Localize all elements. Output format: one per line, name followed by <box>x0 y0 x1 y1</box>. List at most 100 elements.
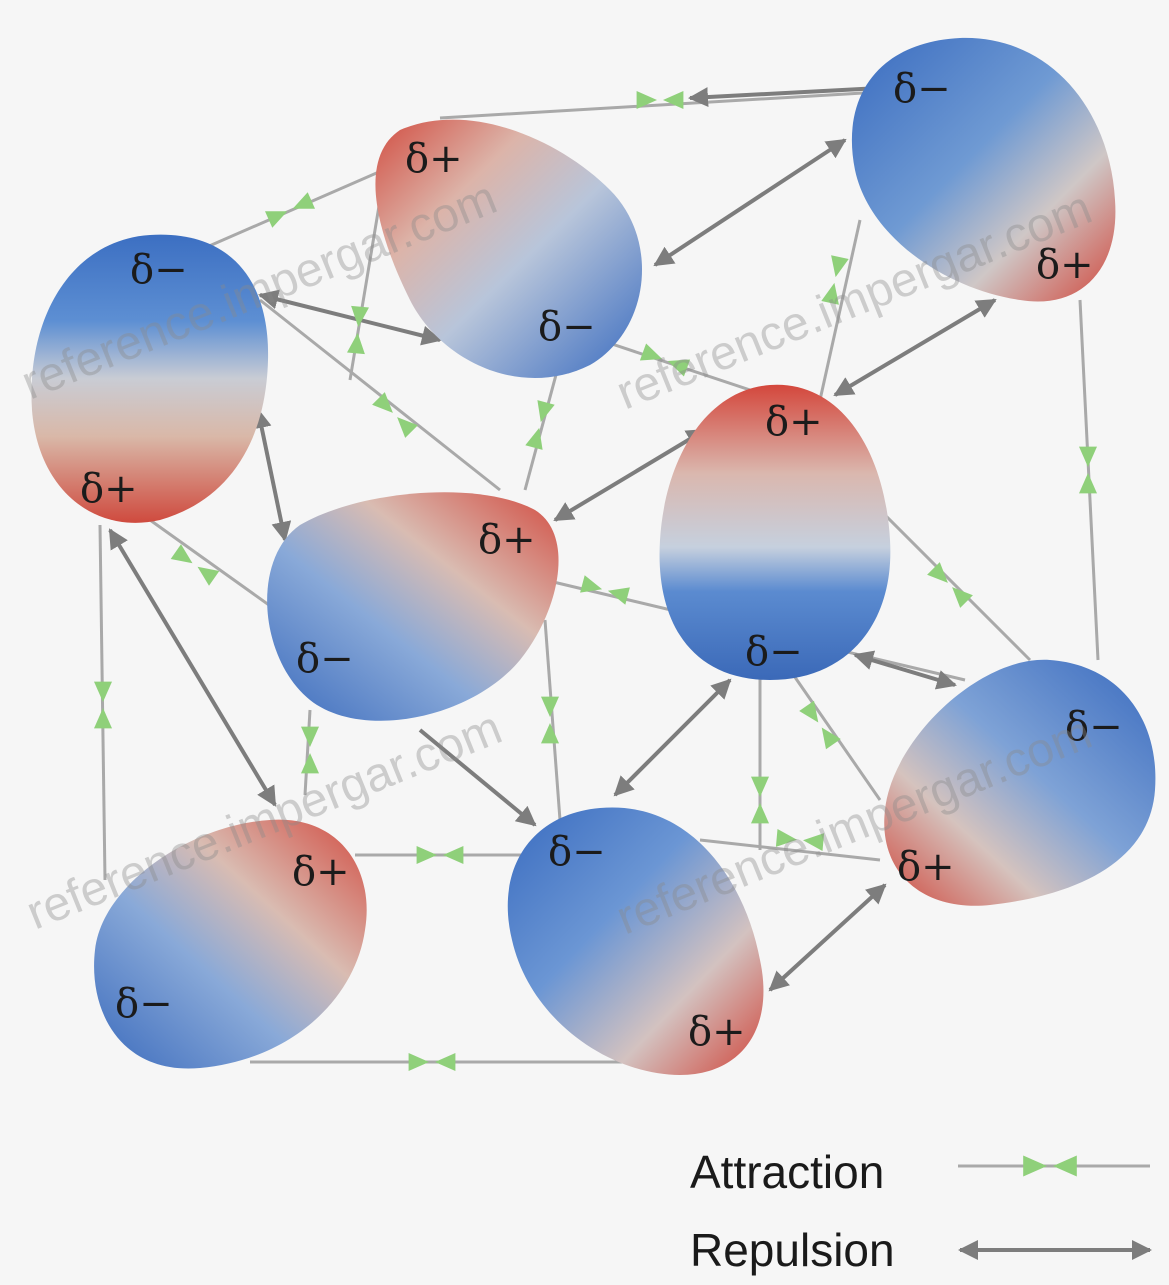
attraction-arrowhead <box>265 211 288 228</box>
molecule-center-right <box>659 384 891 680</box>
attraction-arrowhead <box>541 723 559 744</box>
repulsion-arrow <box>418 728 537 827</box>
attraction-arrow-pair <box>416 846 464 864</box>
attraction-arrowhead <box>831 255 849 278</box>
molecule-top-right <box>851 37 1116 302</box>
legend-repulsion-label: Repulsion <box>690 1224 895 1276</box>
repulsion-arrow <box>853 650 957 690</box>
repulsion-arrow <box>613 678 732 797</box>
molecule-top-center <box>375 119 643 379</box>
delta-plus-label: δ+ <box>478 517 536 563</box>
molecule-bottom-center <box>507 807 764 1075</box>
delta-minus-label: δ− <box>1065 704 1123 750</box>
molecules <box>31 37 1156 1075</box>
attraction-arrow-pair <box>408 1053 456 1071</box>
repulsion-arrow <box>688 86 881 108</box>
attraction-arrow-pair <box>541 696 559 744</box>
molecule-right <box>884 659 1156 906</box>
attraction-arrowhead <box>351 305 369 327</box>
legend-attraction-symbol <box>1023 1155 1077 1177</box>
repulsion-arrow <box>768 883 887 992</box>
attraction-arrow-pair <box>372 392 418 438</box>
delta-minus-label: δ− <box>548 829 606 875</box>
attraction-arrow-pair <box>525 400 555 450</box>
attraction-arrowhead <box>416 846 437 864</box>
delta-plus-label: δ+ <box>292 849 350 895</box>
repulsion-arrow <box>553 428 707 522</box>
attraction-arrowhead <box>775 829 797 847</box>
attraction-arrowhead <box>1079 473 1097 494</box>
attraction-arrowhead <box>580 575 603 593</box>
delta-plus-label: δ+ <box>80 466 138 512</box>
attraction-arrowhead <box>292 192 315 209</box>
attraction-arrowhead <box>667 359 691 377</box>
charge-labels: δ− δ+ δ+ δ− δ− δ+ δ+ δ− δ+ δ− δ− δ+ δ+ δ… <box>80 66 1123 1055</box>
attraction-arrow-pair <box>347 305 369 355</box>
molecule-bottom-left <box>94 819 367 1069</box>
attraction-arrow-pair <box>265 192 315 228</box>
legend-attraction-label: Attraction <box>690 1146 884 1198</box>
molecule-top-left <box>31 234 269 523</box>
attraction-arrowhead <box>607 587 630 605</box>
attraction-arrowhead <box>803 833 825 851</box>
molecule-center-left <box>267 492 559 721</box>
attraction-arrowhead <box>301 753 319 774</box>
attraction-arrowhead <box>1023 1155 1047 1177</box>
attraction-arrowhead <box>639 343 663 361</box>
delta-minus-label: δ− <box>893 66 951 112</box>
attraction-arrowhead <box>94 681 112 702</box>
attraction-arrowhead <box>821 282 839 305</box>
repulsion-arrow <box>108 528 277 807</box>
attraction-arrowhead <box>347 333 365 355</box>
attraction-arrows <box>94 91 1097 1071</box>
repulsion-arrows <box>108 86 1152 1260</box>
attraction-arrow-pair <box>1079 446 1097 494</box>
attraction-arrowhead <box>751 803 769 824</box>
repulsion-arrow <box>251 408 292 542</box>
delta-minus-label: δ− <box>115 981 173 1027</box>
attraction-arrowhead <box>443 846 464 864</box>
attraction-arrow-pair <box>799 700 841 750</box>
delta-minus-label: δ− <box>296 636 354 682</box>
attraction-arrowhead <box>301 726 319 747</box>
attraction-arrowhead <box>1079 446 1097 467</box>
attraction-arrow-pair <box>751 776 769 824</box>
attraction-arrow-pair <box>1023 1155 1077 1177</box>
attraction-arrowhead <box>751 776 769 797</box>
repulsion-arrow <box>258 289 442 346</box>
attraction-arrow-pair <box>775 829 825 851</box>
attraction-arrow-pair <box>94 681 112 729</box>
attraction-arrowhead <box>170 544 193 564</box>
delta-minus-label: δ− <box>538 304 596 350</box>
attraction-arrow-pair <box>580 575 630 605</box>
attraction-arrowhead <box>397 417 418 438</box>
attraction-arrowhead <box>435 1053 456 1071</box>
attraction-arrowhead <box>1053 1155 1077 1177</box>
attraction-arrowhead <box>636 91 657 109</box>
legend: Attraction Repulsion <box>690 1146 1150 1276</box>
delta-minus-label: δ− <box>130 247 188 293</box>
repulsion-arrow <box>653 138 847 267</box>
delta-plus-label: δ+ <box>688 1009 746 1055</box>
attraction-arrowhead <box>821 727 841 750</box>
attraction-arrow-pair <box>301 726 319 774</box>
attraction-arrow-pair <box>927 562 973 608</box>
attraction-arrowhead <box>799 700 819 723</box>
delta-plus-label: δ+ <box>765 399 823 445</box>
delta-plus-label: δ+ <box>405 136 463 182</box>
attraction-arrow-pair <box>636 91 684 109</box>
attraction-arrowhead <box>197 566 220 586</box>
delta-plus-label: δ+ <box>897 844 955 890</box>
delta-plus-label: δ+ <box>1036 242 1094 288</box>
attraction-arrow-pair <box>821 255 849 305</box>
attraction-arrowhead <box>541 696 559 717</box>
delta-minus-label: δ− <box>745 629 803 675</box>
attraction-arrowhead <box>408 1053 429 1071</box>
attraction-arrowhead <box>537 400 555 423</box>
attraction-arrowhead <box>952 587 973 608</box>
attraction-arrowhead <box>525 427 543 450</box>
attraction-arrow-pair <box>639 343 691 377</box>
attraction-arrowhead <box>372 392 393 413</box>
